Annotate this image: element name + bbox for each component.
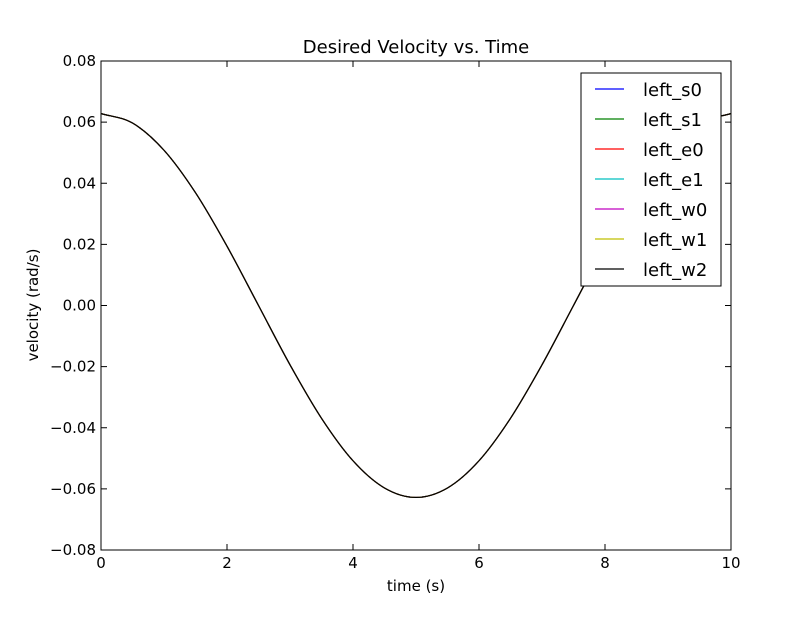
legend: left_s0 left_s1 left_e0 left_e1 left_w0 left_…: [580, 72, 722, 287]
y-tick-label: 0.00: [63, 297, 96, 315]
axis-ticks: 0 2 4 6 8 10 −0.08 −0.06 −0.04 −0.02 0.00 0.02 0.04 0…: [50, 52, 741, 572]
x-tick-label: 2: [222, 554, 232, 572]
y-tick-label: 0.02: [63, 235, 96, 253]
legend-label-left_e1: left_e1: [643, 170, 704, 191]
x-tick-label: 0: [96, 554, 106, 572]
legend-label-left_w0: left_w0: [643, 200, 707, 221]
x-axis-label: time (s): [387, 577, 445, 595]
legend-label-left_w2: left_w2: [643, 260, 707, 281]
x-tick-label: 6: [474, 554, 484, 572]
y-tick-label: −0.08: [50, 541, 96, 559]
legend-label-left_e0: left_e0: [643, 140, 704, 161]
legend-label-left_s0: left_s0: [643, 80, 702, 101]
y-tick-label: −0.02: [50, 358, 96, 376]
y-tick-label: 0.04: [63, 174, 96, 192]
legend-label-left_w1: left_w1: [643, 230, 707, 251]
y-axis-label: velocity (rad/s): [24, 249, 42, 362]
x-tick-label: 4: [348, 554, 358, 572]
x-tick-label: 10: [721, 554, 740, 572]
legend-label-left_s1: left_s1: [643, 110, 702, 131]
y-tick-label: −0.06: [50, 480, 96, 498]
chart-title: Desired Velocity vs. Time: [303, 37, 529, 58]
y-tick-label: 0.08: [63, 52, 96, 70]
x-tick-label: 8: [600, 554, 610, 572]
y-tick-label: −0.04: [50, 419, 96, 437]
y-tick-label: 0.06: [63, 113, 96, 131]
